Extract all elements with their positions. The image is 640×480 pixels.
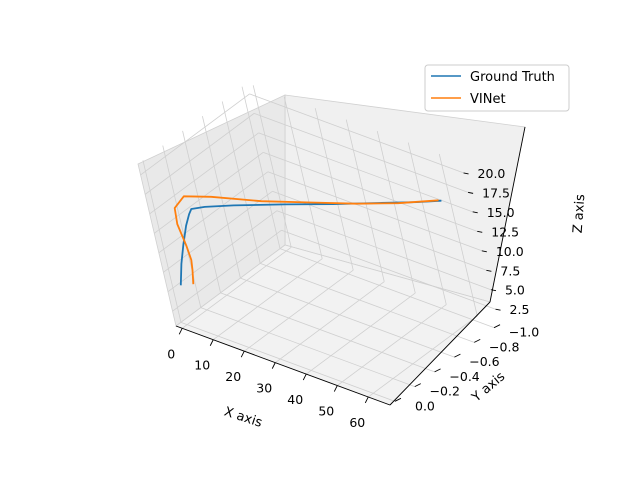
- z-grid-line: [149, 132, 259, 215]
- z-tick-mark: [495, 308, 501, 311]
- x-grid-line: [337, 304, 447, 386]
- z-tick-label: 10.0: [496, 244, 524, 259]
- x-grid-line: [275, 281, 385, 363]
- y-tick-label: 0.0: [415, 398, 435, 413]
- x-tick-label: 20: [225, 369, 241, 384]
- x-tick-label: 0: [167, 346, 175, 361]
- z-tick-label: 17.5: [482, 185, 510, 200]
- z-grid-line: [281, 229, 496, 310]
- series-lines: [173, 195, 442, 286]
- x-grid-line: [314, 108, 354, 271]
- x-tick-label: 10: [194, 358, 210, 373]
- y-tick-mark: [414, 383, 421, 387]
- z-axis-label: Z axis: [571, 194, 589, 234]
- x-grid-line: [243, 269, 354, 352]
- y-tick-mark: [493, 324, 501, 329]
- x-grid-line: [212, 258, 323, 341]
- y-tick-mark: [394, 397, 402, 402]
- y-grid-line: [142, 160, 182, 323]
- x-axis-line: [175, 325, 391, 406]
- z-grid-line: [267, 171, 482, 252]
- x-tick-mark: [364, 396, 369, 404]
- y-tick-label: −1.0: [509, 325, 539, 340]
- legend-label-vinet: VINet: [470, 92, 506, 107]
- x-tick-label: 60: [349, 415, 365, 430]
- y-axis-line: [389, 301, 491, 406]
- x-grid-line: [345, 119, 385, 282]
- series-line-vinet: [173, 195, 439, 285]
- x-grid-line: [252, 85, 292, 248]
- y-tick-mark: [474, 339, 481, 343]
- z-grid-line: [258, 132, 473, 213]
- z-grid-line: [253, 112, 469, 193]
- y-grid-line: [279, 248, 495, 329]
- y-grid-line: [180, 321, 396, 402]
- y-tick-label: −0.4: [449, 369, 479, 384]
- x-grid-line: [376, 130, 416, 294]
- y-tick-label: −0.2: [430, 384, 460, 399]
- x-tick-label: 40: [287, 392, 303, 407]
- x-tick-mark: [271, 362, 276, 369]
- x-tick-mark: [240, 350, 245, 358]
- z-grid-line: [276, 210, 492, 291]
- x-grid-line: [306, 292, 416, 375]
- y-grid-line: [162, 145, 202, 308]
- z-axis-line: [489, 126, 526, 303]
- z-grid-line: [144, 113, 255, 195]
- z-tick-label: 12.5: [491, 224, 519, 239]
- x-tick-label: 30: [256, 381, 272, 396]
- y-grid-line: [241, 86, 281, 249]
- z-grid-line: [167, 210, 278, 293]
- z-grid-line: [263, 151, 478, 232]
- z-grid-line: [172, 229, 282, 312]
- z-grid-line: [158, 171, 269, 254]
- y-grid-line: [220, 292, 435, 373]
- x-grid-line: [181, 246, 292, 329]
- z-tick-label: 7.5: [500, 263, 520, 278]
- y-tick-label: −0.8: [489, 339, 519, 354]
- y-tick-mark: [434, 368, 441, 373]
- z-tick-label: 20.0: [478, 166, 506, 181]
- x-grid-line: [368, 315, 478, 398]
- y-grid-line: [182, 130, 221, 293]
- z-tick-label: 15.0: [487, 205, 515, 220]
- z-tick-label: 2.5: [510, 302, 530, 317]
- z-tick-label: 5.0: [505, 283, 525, 298]
- legend-label-ground-truth: Ground Truth: [470, 70, 555, 85]
- z-grid-line: [140, 93, 250, 176]
- z-tick-mark: [490, 289, 497, 292]
- axes: 0 10 20 30 40 50 60 −1.0−0.8−0.6−0.4−0.20.0 2.5 5…: [167, 126, 539, 430]
- y-grid-line: [221, 101, 261, 264]
- x-tick-mark: [209, 339, 214, 346]
- z-tick-mark: [468, 191, 474, 194]
- z-tick-mark: [477, 230, 483, 233]
- y-tick-mark: [454, 353, 461, 358]
- z-grid-line: [249, 93, 464, 174]
- x-grid-line: [283, 96, 323, 259]
- x-tick-mark: [302, 373, 307, 381]
- x-grid-line: [407, 142, 447, 305]
- z-tick-mark: [463, 172, 469, 175]
- x-axis-label: X axis: [222, 404, 264, 430]
- legend: Ground Truth VINet: [424, 64, 570, 112]
- y-grid-line: [200, 307, 415, 387]
- x-grid-line: [438, 153, 478, 317]
- z-grid-line: [154, 151, 264, 234]
- y-grid-line: [260, 263, 475, 343]
- z-tick-mark: [472, 211, 478, 214]
- x-tick-mark: [333, 385, 338, 392]
- x-tick-mark: [178, 328, 183, 335]
- x-tick-label: 50: [318, 404, 334, 419]
- y-grid-line: [240, 277, 455, 358]
- y-tick-label: −0.6: [469, 354, 499, 369]
- z-tick-mark: [486, 269, 492, 272]
- z-tick-mark: [481, 250, 487, 253]
